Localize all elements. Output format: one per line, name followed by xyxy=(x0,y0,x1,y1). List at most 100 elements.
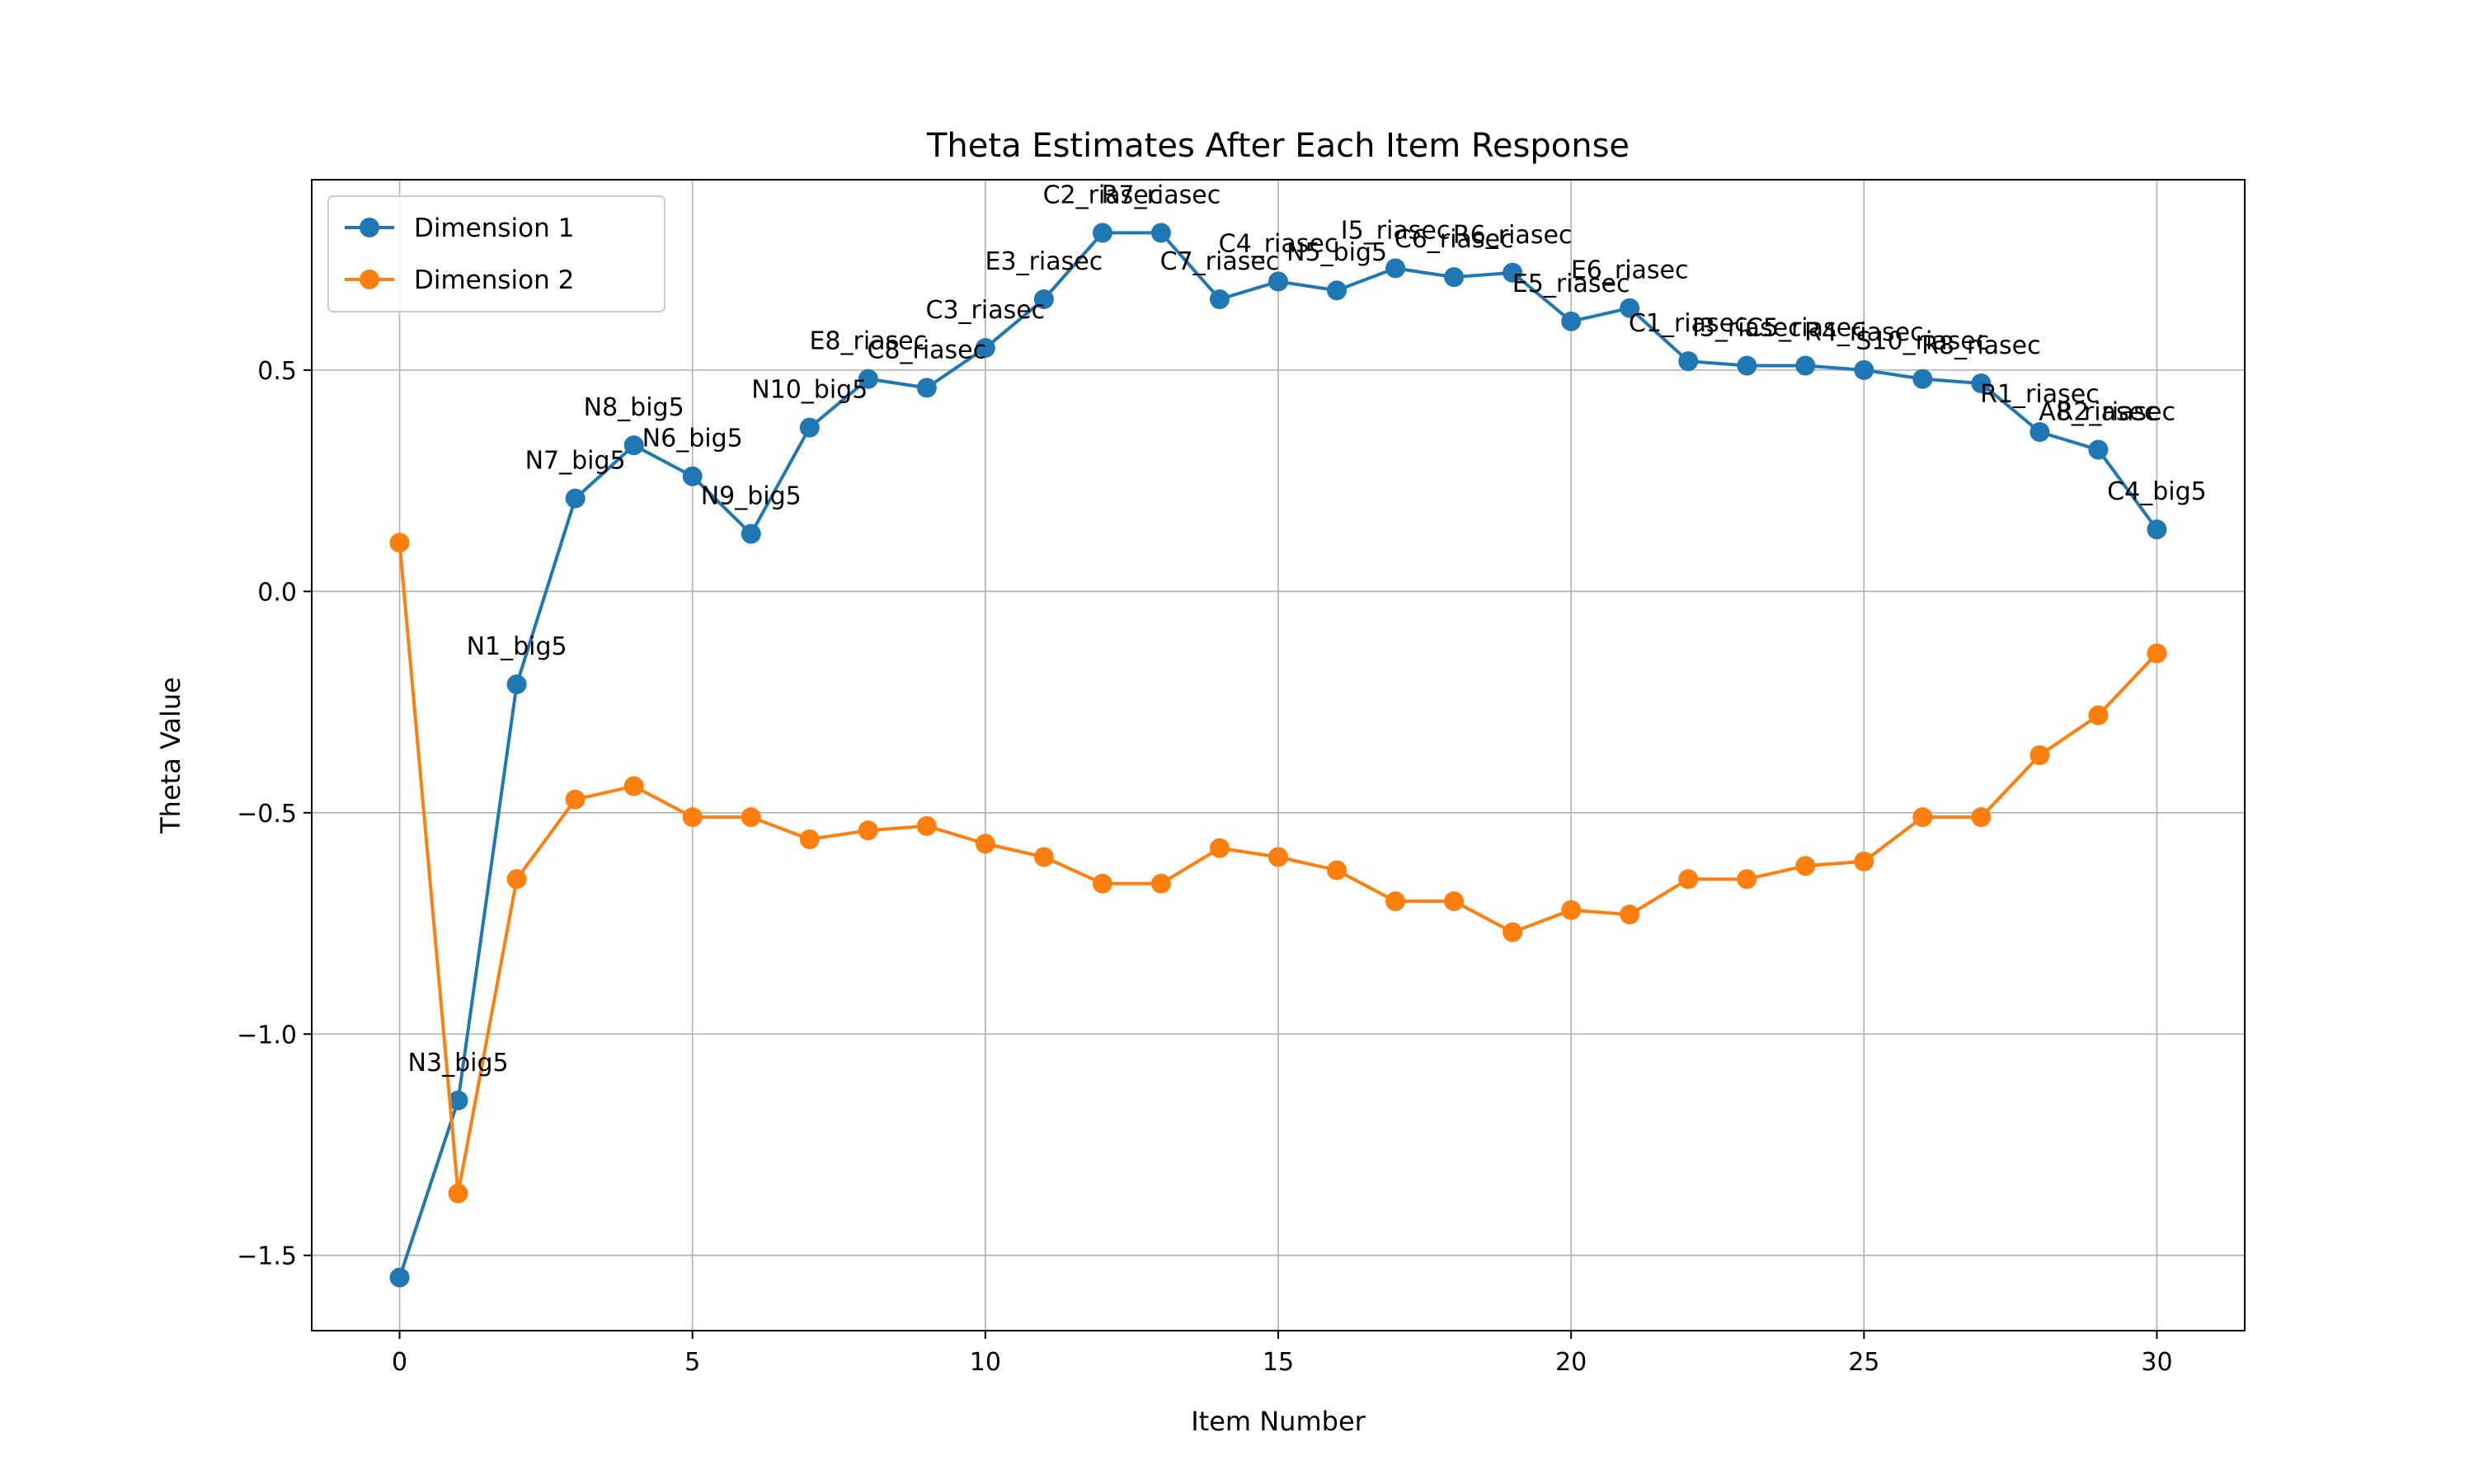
y-tick-label: −1.5 xyxy=(237,1242,297,1271)
point-label: E5_riasec xyxy=(1512,270,1630,298)
data-point-dimension-1 xyxy=(448,1090,468,1111)
data-point-dimension-1 xyxy=(1327,280,1348,301)
x-tick-label: 25 xyxy=(1848,1348,1879,1377)
data-point-dimension-2 xyxy=(2088,705,2109,726)
point-label: S10_riasec xyxy=(1856,327,1989,356)
data-point-dimension-2 xyxy=(1092,873,1112,894)
data-point-dimension-1 xyxy=(623,435,644,456)
data-point-dimension-2 xyxy=(1561,899,1582,920)
legend-label: Dimension 1 xyxy=(414,214,574,243)
x-axis-title: Item Number xyxy=(1191,1406,1366,1437)
data-point-dimension-2 xyxy=(1678,869,1699,890)
data-point-dimension-1 xyxy=(1912,369,1933,389)
point-label: C3_riasec xyxy=(926,296,1046,325)
data-point-dimension-2 xyxy=(1971,807,1992,828)
legend-marker xyxy=(360,270,379,289)
x-tick-label: 30 xyxy=(2141,1348,2172,1377)
y-tick-label: −0.5 xyxy=(237,800,297,829)
axis-ticks: 0 5 10 15 20 25 30 −1.5 −1.0 −0.5 0.0 0.5 xyxy=(237,357,2172,1377)
data-point-dimension-2 xyxy=(916,815,937,836)
data-point-dimension-2 xyxy=(1327,860,1348,881)
point-label: C1_riasec xyxy=(1629,309,1748,338)
point-label: N5_big5 xyxy=(1286,238,1387,267)
data-point-dimension-1 xyxy=(1033,289,1054,309)
data-point-dimension-1 xyxy=(1150,223,1171,243)
point-label: A8_riasec xyxy=(2039,398,2157,427)
data-point-dimension-2 xyxy=(1150,873,1171,894)
point-labels: N3_big5 N1_big5 N7_big5 N8_big5 N6_big5 N9_bi… xyxy=(408,181,2207,1077)
data-point-dimension-1 xyxy=(916,378,937,398)
data-point-dimension-1 xyxy=(1444,267,1465,288)
point-label: R1_riasec xyxy=(1980,380,2100,409)
data-point-dimension-2 xyxy=(2030,745,2050,765)
data-point-dimension-2 xyxy=(506,869,527,890)
data-point-dimension-2 xyxy=(1385,891,1406,912)
data-point-dimension-1 xyxy=(2088,439,2109,460)
data-point-dimension-2 xyxy=(1795,856,1816,876)
point-label: I5_riasec xyxy=(1341,216,1451,245)
data-point-dimension-1 xyxy=(975,338,995,359)
point-label: C8_riasec xyxy=(867,336,986,364)
data-point-dimension-1 xyxy=(1737,355,1757,376)
data-point-dimension-2 xyxy=(1209,838,1230,858)
point-label: I3_riasec xyxy=(1692,314,1802,343)
point-label: N8_big5 xyxy=(584,393,684,422)
point-label: C6_riasec xyxy=(1395,225,1514,254)
point-label: C5_riasec xyxy=(1746,314,1865,343)
data-point-dimension-1 xyxy=(1092,223,1112,243)
data-point-dimension-2 xyxy=(2147,643,2167,664)
point-label: C4_big5 xyxy=(2107,477,2207,506)
series-group xyxy=(389,223,2167,1288)
point-label: C7_riasec xyxy=(1160,247,1280,276)
legend-box xyxy=(327,195,666,312)
data-point-dimension-1 xyxy=(1620,298,1640,318)
chart-title: Theta Estimates After Each Item Response xyxy=(926,127,1630,165)
x-tick-label: 10 xyxy=(970,1348,1001,1377)
data-point-dimension-1 xyxy=(1678,351,1699,372)
x-tick-label: 5 xyxy=(684,1348,700,1377)
data-point-dimension-1 xyxy=(1209,289,1230,309)
data-point-dimension-1 xyxy=(506,674,527,695)
data-point-dimension-1 xyxy=(1971,373,1992,393)
data-point-dimension-1 xyxy=(1503,262,1523,283)
data-point-dimension-1 xyxy=(565,488,586,509)
point-label: E6_riasec xyxy=(1571,256,1689,285)
x-tick-label: 0 xyxy=(392,1348,407,1377)
data-point-dimension-2 xyxy=(1854,851,1874,871)
data-point-dimension-2 xyxy=(1620,904,1640,925)
point-label: R6_riasec xyxy=(1453,221,1573,250)
data-point-dimension-1 xyxy=(799,417,820,438)
point-label: E3_riasec xyxy=(985,247,1103,276)
y-tick-label: 0.5 xyxy=(257,357,297,386)
data-point-dimension-1 xyxy=(1854,359,1874,380)
data-point-dimension-2 xyxy=(975,834,995,854)
data-point-dimension-2 xyxy=(389,533,410,553)
data-point-dimension-2 xyxy=(623,776,644,796)
data-point-dimension-1 xyxy=(1385,258,1406,279)
point-label: N3_big5 xyxy=(408,1049,509,1078)
point-label: C2_riasec xyxy=(1043,181,1163,209)
point-label: R8_riasec xyxy=(1921,331,2041,360)
point-label: R7_riasec xyxy=(1102,181,1221,209)
data-point-dimension-2 xyxy=(741,807,761,828)
point-label: E8_riasec xyxy=(809,327,927,356)
point-label: N1_big5 xyxy=(467,632,567,661)
data-point-dimension-2 xyxy=(1268,847,1288,867)
data-point-dimension-1 xyxy=(682,466,703,486)
data-point-dimension-1 xyxy=(2147,519,2167,540)
point-label: C4_riasec xyxy=(1219,229,1338,258)
point-label: N7_big5 xyxy=(525,447,626,476)
y-axis-title: Theta Value xyxy=(155,677,186,834)
y-tick-label: 0.0 xyxy=(257,578,297,607)
point-label: N10_big5 xyxy=(751,376,868,405)
data-point-dimension-1 xyxy=(389,1267,410,1288)
data-point-dimension-2 xyxy=(565,789,586,810)
point-label: R4_riasec xyxy=(1804,318,1924,347)
data-point-dimension-1 xyxy=(741,524,761,544)
data-point-dimension-2 xyxy=(858,820,878,841)
data-point-dimension-2 xyxy=(799,829,820,850)
data-point-dimension-2 xyxy=(1033,847,1054,867)
data-point-dimension-1 xyxy=(1561,311,1582,331)
point-label: N6_big5 xyxy=(642,425,743,453)
